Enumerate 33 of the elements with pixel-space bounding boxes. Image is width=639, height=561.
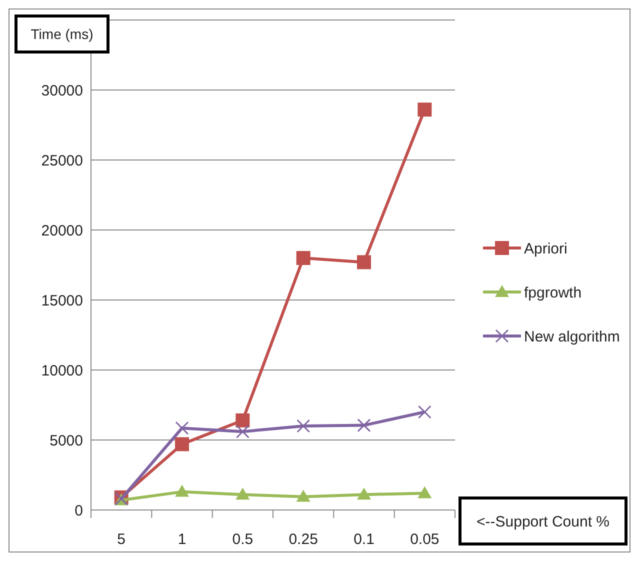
point bbox=[175, 421, 189, 435]
x-tick-label: 0.25 bbox=[288, 531, 318, 548]
point bbox=[296, 490, 310, 502]
point bbox=[175, 484, 189, 497]
point bbox=[418, 405, 432, 419]
point bbox=[236, 413, 250, 428]
x-tick-label: 1 bbox=[178, 531, 186, 548]
point bbox=[236, 424, 250, 438]
point bbox=[296, 419, 310, 433]
x-tick-label: 0.1 bbox=[354, 531, 374, 548]
y-tick-label: 20000 bbox=[41, 222, 83, 240]
legend-label: New algorithm bbox=[524, 328, 620, 346]
legend-label: fpgrowth bbox=[524, 284, 582, 302]
point bbox=[236, 488, 250, 500]
y-tick-label: 30000 bbox=[41, 82, 83, 100]
point bbox=[357, 488, 371, 500]
legend-label: Apriori bbox=[524, 240, 568, 258]
y-tick-label: 15000 bbox=[41, 292, 83, 310]
x-tick-label: 5 bbox=[117, 531, 126, 548]
x-tick-label: 0.05 bbox=[410, 531, 440, 548]
y-axis-title: Time (ms) bbox=[30, 26, 94, 42]
y-tick-label: 0 bbox=[74, 502, 83, 520]
point bbox=[357, 418, 371, 432]
y-tick-label: 5000 bbox=[50, 432, 83, 450]
point bbox=[418, 486, 432, 498]
x-axis-title: <--Support Count % bbox=[476, 513, 610, 530]
y-tick-label: 25000 bbox=[41, 152, 83, 170]
point bbox=[418, 102, 432, 117]
x-tick-label: 0.5 bbox=[232, 531, 254, 548]
point bbox=[357, 255, 371, 270]
point bbox=[296, 251, 310, 265]
y-tick-label: 10000 bbox=[41, 362, 83, 380]
point bbox=[175, 437, 189, 452]
